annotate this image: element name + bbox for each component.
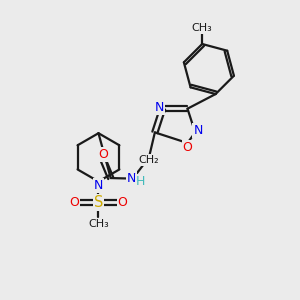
Text: N: N — [94, 179, 103, 192]
Text: O: O — [118, 196, 128, 209]
Text: N: N — [194, 124, 203, 137]
Text: CH₂: CH₂ — [139, 155, 159, 165]
Text: CH₃: CH₃ — [88, 220, 109, 230]
Text: O: O — [69, 196, 79, 209]
Text: N: N — [155, 101, 164, 114]
Text: N: N — [127, 172, 136, 184]
Text: O: O — [183, 141, 192, 154]
Text: H: H — [136, 175, 145, 188]
Text: CH₃: CH₃ — [192, 23, 213, 33]
Text: O: O — [98, 148, 108, 161]
Text: S: S — [94, 195, 103, 210]
